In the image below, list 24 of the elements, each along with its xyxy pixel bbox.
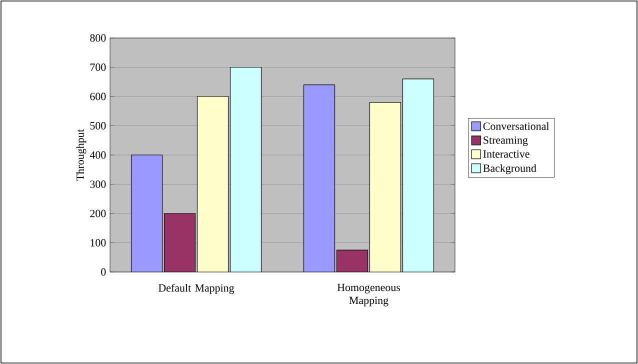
y-tick-label: 700 [90,64,106,71]
legend-label: Interactive [483,150,530,158]
bar [164,213,196,272]
bar [402,78,434,272]
y-tick-label: 100 [90,239,106,246]
bar [369,102,402,272]
y-tick-label: 400 [90,151,106,159]
bar [336,250,368,272]
x-tick-label: Default Mapping [158,284,234,294]
y-tick-label: 200 [90,210,106,218]
bar [303,84,336,272]
y-tick-label: 600 [90,92,106,100]
x-tick-label: Homogeneous Mapping [337,284,400,306]
bar [130,154,163,272]
y-axis-title: Throughput [76,129,86,181]
y-tick-label: 500 [90,122,106,130]
y-tick-label: 800 [90,34,106,42]
y-tick-label: 300 [90,180,106,188]
bar [230,66,262,272]
legend-label: Conversational [483,122,550,130]
legend-label: Streaming [484,136,528,146]
bar [196,96,229,272]
legend-label: Background [483,164,536,174]
y-tick-label: 0 [101,268,106,276]
